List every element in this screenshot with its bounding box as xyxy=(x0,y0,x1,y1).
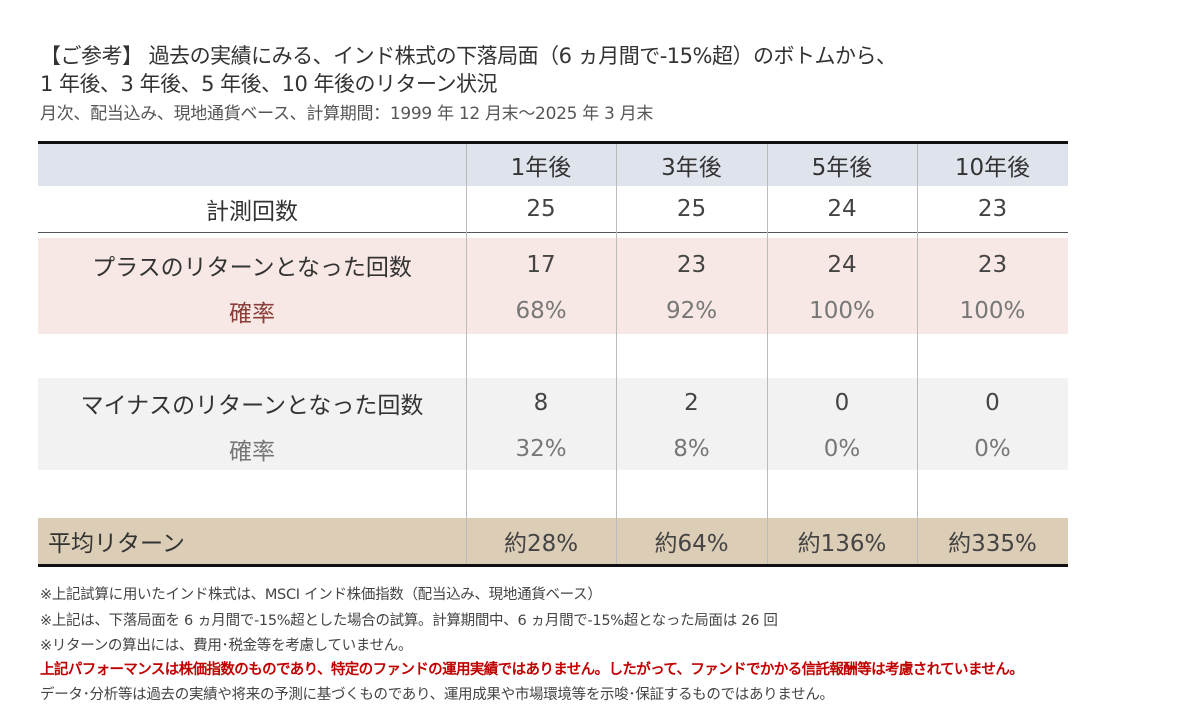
title-line1: 【ご参考】 過去の実績にみる、インド株式の下落局面（6 ヵ月間で-15%超）のボ… xyxy=(40,44,897,68)
plus-band xyxy=(38,238,1068,334)
note: データ･分析等は過去の実績や将来の予測に基づくものであり、運用成果や市場環境等を… xyxy=(40,687,834,703)
column-header: 3年後 xyxy=(661,155,722,181)
table-cell: 25 xyxy=(676,196,707,222)
table-cell: 0 xyxy=(985,390,1000,416)
row-label: 計測回数 xyxy=(206,199,298,225)
table-cell: 92% xyxy=(665,298,718,324)
row-label: 確率 xyxy=(229,439,275,465)
minus-band xyxy=(38,378,1068,470)
subtitle: 月次、配当込み、現地通貨ベース、計算期間：1999 年 12 月末～2025 年… xyxy=(40,104,654,124)
table-bottom-rule xyxy=(38,564,1068,567)
row-divider xyxy=(38,232,1068,233)
table-cell: 0 xyxy=(834,390,850,416)
title-line2: 1 年後、3 年後、5 年後、10 年後のリターン状況 xyxy=(40,72,497,96)
table-cell: 100% xyxy=(809,298,875,324)
note: ※上記は、下落局面を 6 ヵ月間で-15%超とした場合の試算。計算期間中、6 ヵ… xyxy=(40,613,778,629)
table-cell: 8 xyxy=(533,390,549,416)
table-cell: 約64% xyxy=(654,531,729,557)
column-header: 1年後 xyxy=(510,155,572,181)
table-cell: 23 xyxy=(977,196,1008,222)
table-top-rule xyxy=(38,141,1068,144)
table-cell: 100% xyxy=(959,298,1026,324)
table-cell: 17 xyxy=(526,252,556,278)
column-divider xyxy=(466,144,467,564)
table-cell: 24 xyxy=(827,196,857,222)
row-label: プラスのリターンとなった回数 xyxy=(92,255,412,281)
table-cell: 23 xyxy=(977,252,1008,278)
row-label: マイナスのリターンとなった回数 xyxy=(80,393,424,419)
warning-note: 上記パフォーマンスは株価指数のものであり、特定のファンドの運用実績ではありません… xyxy=(40,662,1024,678)
note: ※リターンの算出には、費用･税金等を考慮していません。 xyxy=(40,638,413,654)
table-cell: 23 xyxy=(676,252,707,278)
table-cell: 32% xyxy=(515,436,567,462)
average-band xyxy=(38,518,1068,564)
table-cell: 約136% xyxy=(797,531,887,557)
table-cell: 25 xyxy=(526,196,556,222)
header-row xyxy=(38,144,1068,186)
table-cell: 68% xyxy=(515,298,567,324)
table-cell: 約28% xyxy=(503,531,579,557)
column-divider xyxy=(767,144,768,564)
row-label: 平均リターン xyxy=(48,531,185,557)
table-cell: 2 xyxy=(684,390,699,416)
table-cell: 8% xyxy=(673,436,710,462)
table-cell: 0% xyxy=(823,436,861,462)
table-cell: 24 xyxy=(827,252,857,278)
column-divider xyxy=(917,144,918,564)
table-cell: 0% xyxy=(974,436,1011,462)
column-header: 10年後 xyxy=(954,155,1031,181)
column-divider xyxy=(616,144,617,564)
table-cell: 約335% xyxy=(948,531,1037,557)
note: ※上記試算に用いたインド株式は、MSCI インド株価指数（配当込み、現地通貨ベー… xyxy=(40,587,602,603)
column-header: 5年後 xyxy=(811,155,873,181)
row-label: 確率 xyxy=(229,301,275,327)
